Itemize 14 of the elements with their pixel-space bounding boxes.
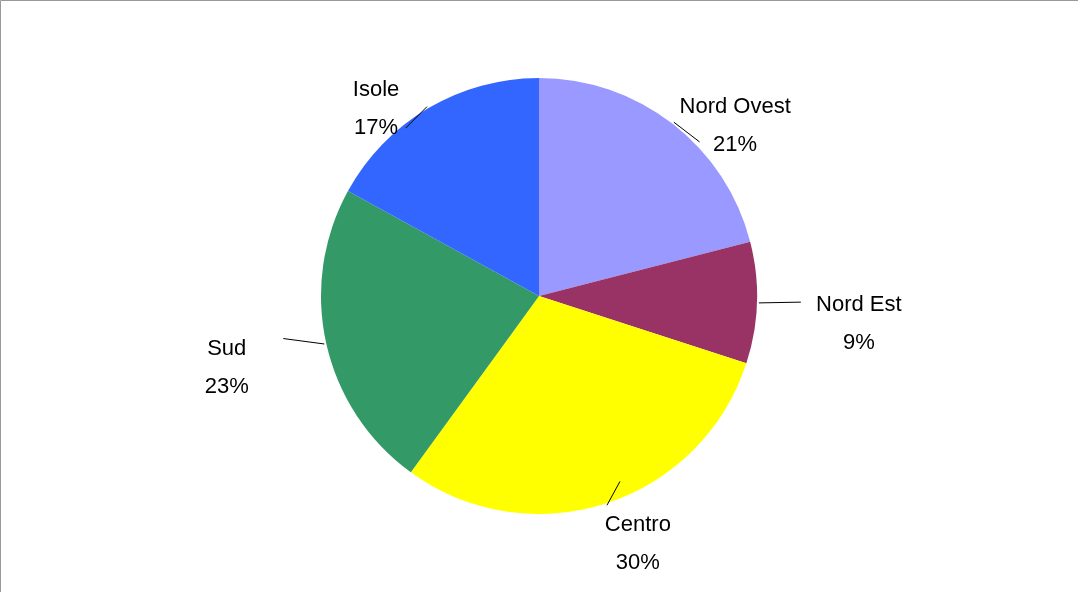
pie-slice [410,296,747,514]
slice-label: Centro [604,511,671,537]
data-label: 17% [354,114,399,140]
slice-label: Isole [352,76,400,102]
data-label: 23% [204,373,249,399]
slice-label: Nord Est [816,290,902,316]
data-label: 30% [615,549,660,575]
data-label: 21% [713,131,758,157]
pie-slice [347,78,539,296]
data-label: 9% [842,328,875,354]
pie-slice [321,190,539,473]
slice-label: Sud [207,335,247,361]
pie-slice [539,241,757,364]
slice-label: Nord Ovest [679,93,791,119]
